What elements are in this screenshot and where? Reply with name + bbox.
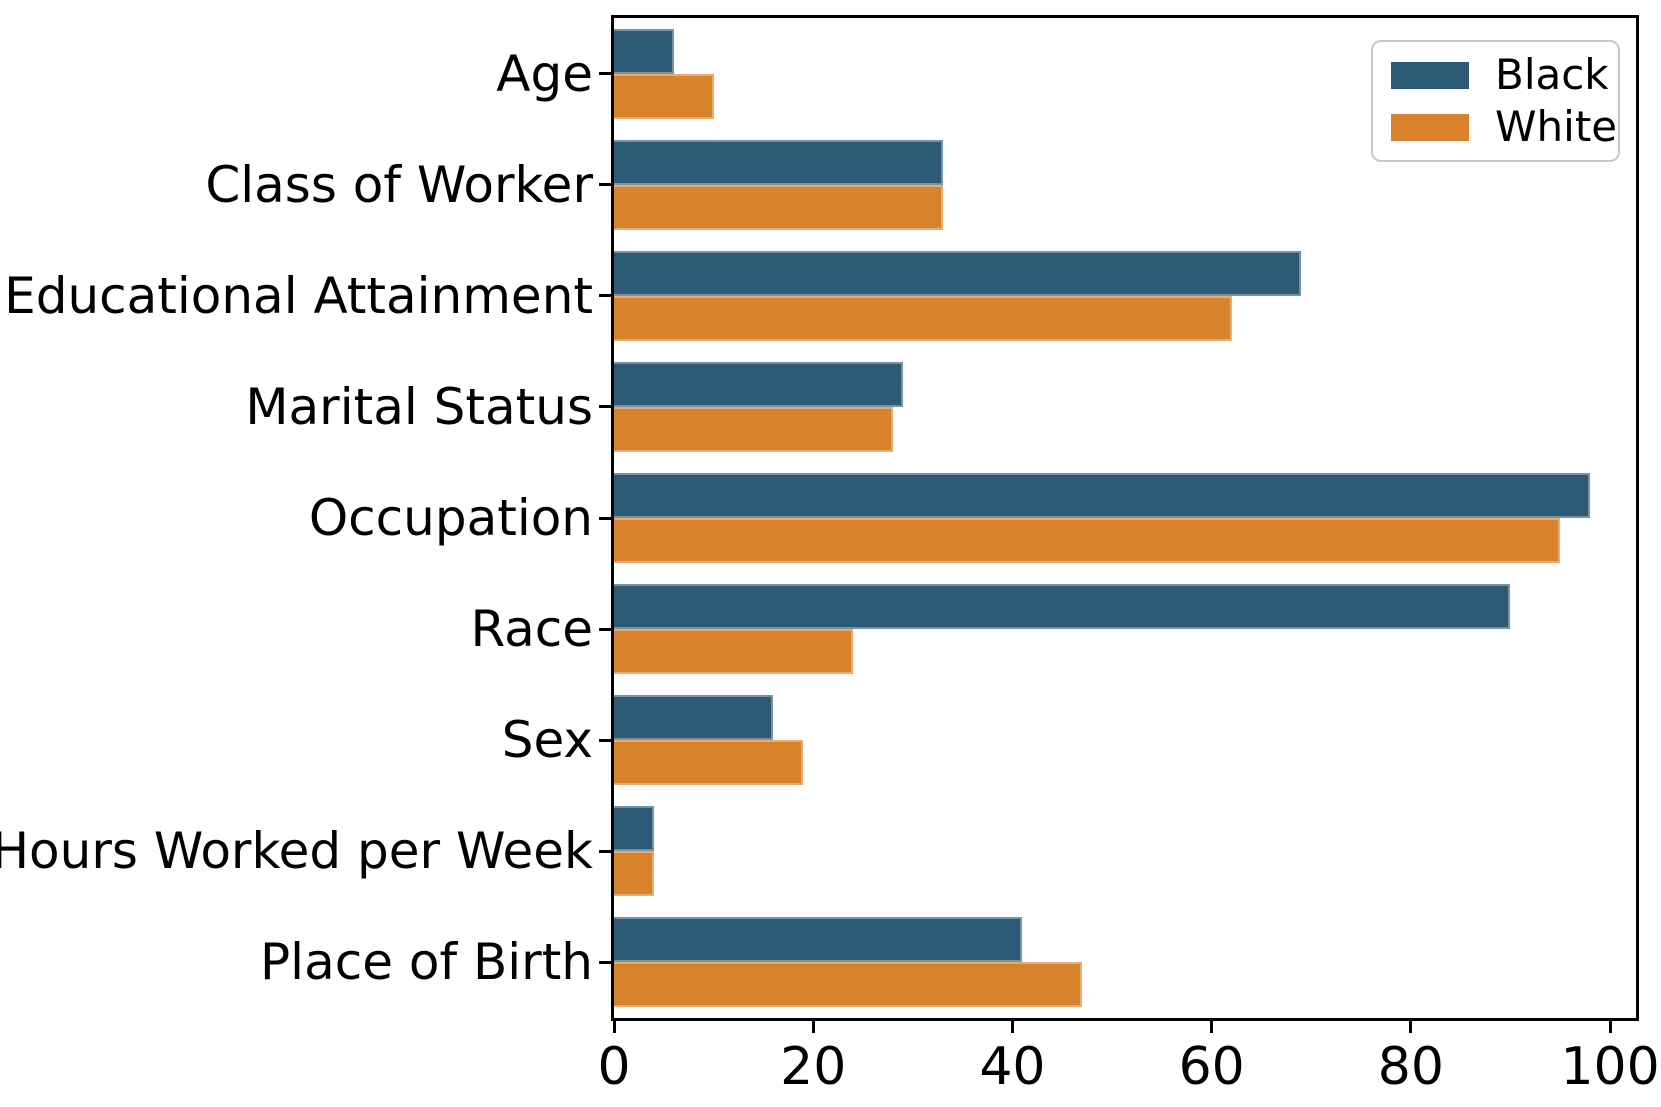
bar-white-2	[614, 295, 1232, 341]
bar-black-8	[614, 917, 1023, 963]
bar-white-0	[614, 73, 714, 119]
bar-white-6	[614, 740, 804, 786]
legend-entry-white: White	[1391, 104, 1617, 150]
x-tick-label-2: 40	[979, 1037, 1046, 1097]
bar-black-1	[614, 139, 943, 185]
x-tick-label-4: 80	[1377, 1037, 1444, 1097]
bar-white-4	[614, 518, 1561, 563]
y-tick-mark-8	[599, 960, 611, 964]
legend-label-black: Black	[1495, 50, 1609, 99]
x-tick-mark-2	[1010, 1021, 1014, 1033]
bar-black-6	[614, 695, 774, 741]
y-tick-mark-2	[599, 294, 611, 298]
legend-swatch-black	[1391, 61, 1469, 89]
bar-black-0	[614, 28, 674, 74]
bar-white-1	[614, 184, 943, 230]
plot-area	[611, 15, 1639, 1021]
y-tick-label-8: Place of Birth	[260, 933, 593, 992]
x-tick-mark-1	[811, 1021, 815, 1033]
y-tick-label-1: Class of Worker	[205, 155, 593, 214]
bar-black-2	[614, 250, 1302, 296]
y-tick-mark-4	[599, 516, 611, 520]
y-tick-mark-3	[599, 405, 611, 409]
x-tick-label-3: 60	[1178, 1037, 1245, 1097]
y-tick-label-5: Race	[470, 600, 593, 659]
legend-entry-black: Black	[1391, 52, 1609, 98]
x-tick-label-1: 20	[780, 1037, 847, 1097]
y-tick-mark-7	[599, 849, 611, 853]
y-tick-label-4: Occupation	[308, 489, 593, 547]
x-tick-mark-5	[1608, 1021, 1612, 1033]
y-tick-mark-5	[599, 627, 611, 631]
bar-black-5	[614, 584, 1511, 630]
legend-swatch-white	[1391, 113, 1469, 141]
y-tick-mark-6	[599, 738, 611, 742]
bar-black-3	[614, 361, 903, 407]
y-tick-label-0: Age	[496, 44, 593, 103]
legend: Black White	[1371, 40, 1620, 162]
y-tick-label-2: Educational Attainment	[4, 266, 593, 325]
x-tick-label-0: 0	[597, 1037, 631, 1097]
legend-label-white: White	[1495, 102, 1618, 151]
y-tick-label-3: Marital Status	[245, 377, 593, 436]
x-tick-label-5: 100	[1560, 1037, 1660, 1097]
bar-white-8	[614, 962, 1083, 1008]
bar-black-7	[614, 806, 654, 852]
bar-white-3	[614, 406, 893, 452]
x-tick-mark-3	[1210, 1021, 1214, 1033]
y-tick-mark-1	[599, 183, 611, 187]
bar-white-5	[614, 629, 854, 675]
bar-white-7	[614, 851, 654, 897]
x-tick-mark-0	[612, 1021, 616, 1033]
bar-black-4	[614, 473, 1591, 518]
x-tick-mark-4	[1409, 1021, 1413, 1033]
y-tick-mark-0	[599, 72, 611, 76]
y-tick-label-6: Sex	[501, 711, 593, 770]
y-tick-label-7: Hours Worked per Week	[0, 822, 593, 881]
